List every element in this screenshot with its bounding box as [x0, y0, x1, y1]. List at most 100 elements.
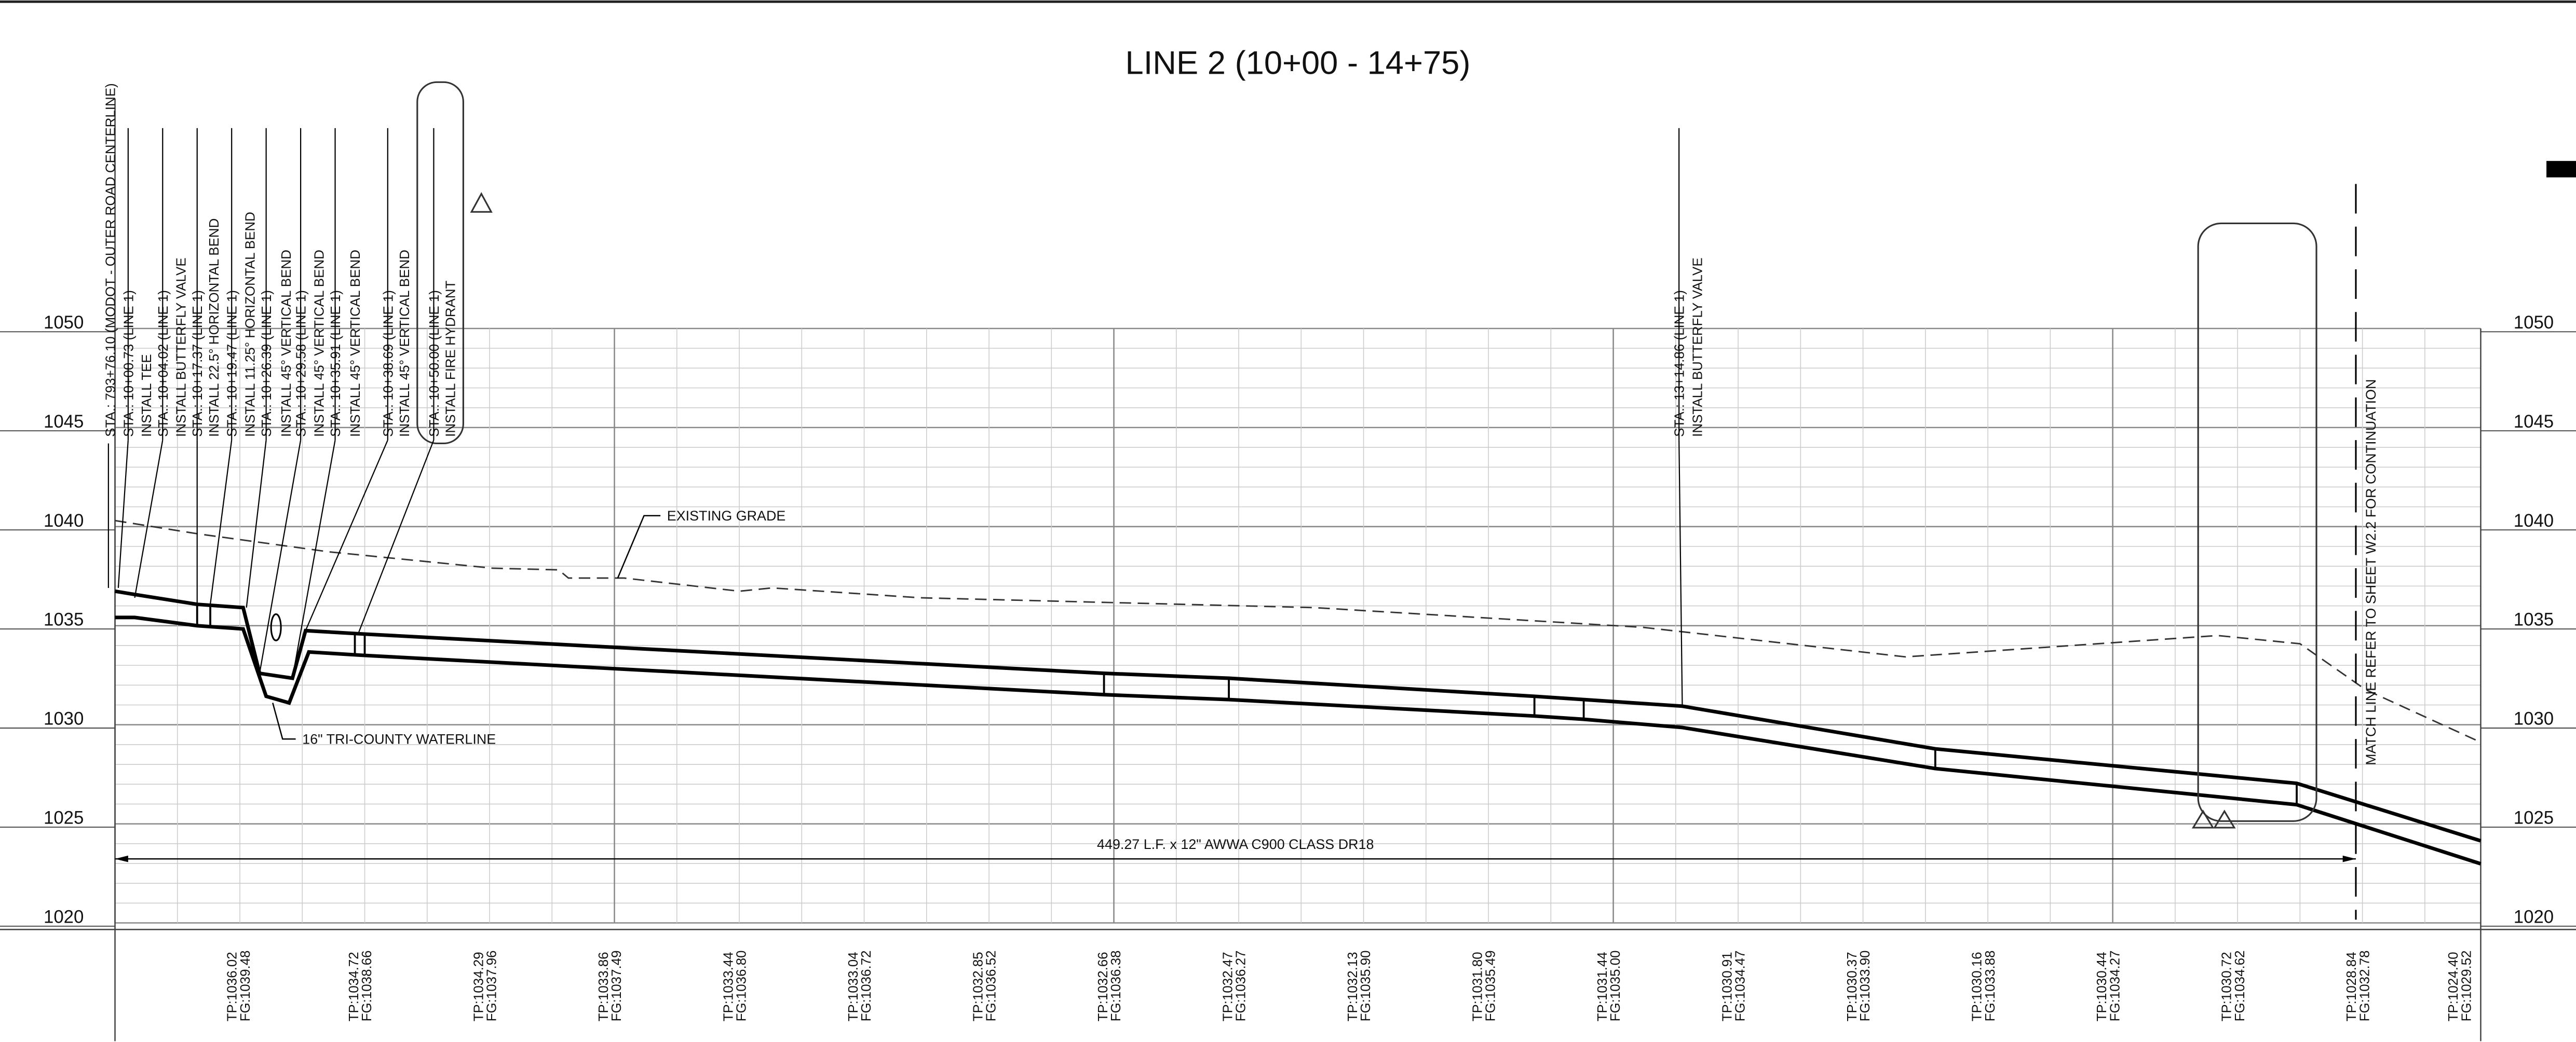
- revision-cloud: [416, 81, 464, 445]
- station-callout: STA.: 10+38.69 (LINE 1): [381, 290, 396, 437]
- revision-triangle: [2213, 810, 2236, 829]
- finished-grade-label: FG:1037.49: [609, 950, 624, 1021]
- top-of-pipe-label: TP:1036.02: [225, 952, 240, 1021]
- leader: [292, 440, 336, 679]
- top-of-pipe-label: TP:1034.72: [347, 952, 361, 1021]
- leader: [357, 440, 435, 634]
- top-of-pipe-label: TP:1032.85: [971, 952, 985, 1021]
- valve-symbol: [270, 613, 282, 641]
- station-callout: STA.: 10+29.58 (LINE 1): [294, 290, 309, 437]
- station-callout: INSTALL 45° VERTICAL BEND: [398, 250, 412, 437]
- finished-grade-label: FG:1035.90: [1359, 950, 1373, 1021]
- station-callout: STA.: 10+50.00 (LINE 1): [427, 290, 442, 437]
- arrow: [2342, 855, 2356, 862]
- station-callout: STA.: 10+26.39 (LINE 1): [260, 290, 274, 437]
- top-of-pipe-label: TP:1030.37: [1845, 952, 1860, 1021]
- station-callout: INSTALL 45° VERTICAL BEND: [312, 250, 327, 437]
- finished-grade-label: FG:1029.52: [2459, 950, 2474, 1021]
- top-of-pipe-label: TP:1028.84: [2344, 952, 2359, 1021]
- elevation-label: 1050: [2514, 312, 2554, 333]
- revision-triangle: [470, 192, 493, 213]
- elevation-label: 1035: [2514, 610, 2554, 630]
- elevation-label: 1025: [2514, 808, 2554, 828]
- station-callout: STA.: 10+04.02 (LINE 1): [156, 290, 171, 437]
- finished-grade-label: FG:1032.78: [2357, 950, 2372, 1021]
- finished-grade-label: FG:1038.66: [360, 950, 374, 1021]
- elevation-label: 1020: [2514, 907, 2554, 927]
- station-callout: INSTALL 22.5° HORIZONTAL BEND: [207, 218, 222, 437]
- top-of-pipe-label: TP:1033.86: [596, 952, 611, 1021]
- finished-grade-label: FG:1035.00: [1608, 950, 1623, 1021]
- existing-grade-label: EXISTING GRADE: [667, 508, 785, 524]
- finished-grade-label: FG:1033.88: [1983, 950, 1998, 1021]
- finished-grade-label: FG:1039.48: [238, 950, 253, 1021]
- revision-triangle: [2191, 810, 2215, 829]
- labels: 1050 1050 1045 1045 1040 1040 1035 1035 1030 1030…: [0, 83, 2576, 1021]
- elevation-label: 1030: [2514, 709, 2554, 729]
- top-of-pipe-label: TP:1033.44: [721, 952, 736, 1021]
- elevation-label: 1030: [44, 709, 84, 729]
- top-of-pipe-label: TP:1032.13: [1346, 952, 1360, 1021]
- leader: [134, 440, 164, 598]
- top-of-pipe-label: TP:1034.29: [471, 952, 486, 1021]
- existing-grade-line: [115, 519, 2482, 743]
- leader: [617, 515, 661, 579]
- station-callout: INSTALL 45° VERTICAL BEND: [279, 250, 294, 437]
- station-callout: INSTALL BUTTERFLY VALVE: [174, 257, 189, 436]
- station-callout: STA.: 10+17.37 (LINE 1): [191, 290, 205, 437]
- station-callout: INSTALL 11.25° HORIZONTAL BEND: [243, 212, 258, 437]
- station-callout: INSTALL BUTTERFLY VALVE: [1690, 257, 1705, 436]
- revision-cloud: [2197, 222, 2317, 822]
- station-callout: STA.: 13+14.86 (LINE 1): [1673, 290, 1687, 437]
- finished-grade-label: FG:1034.62: [2233, 950, 2247, 1021]
- finished-grade-label: FG:1036.38: [1109, 950, 1123, 1021]
- scale-bar: [2546, 161, 2576, 177]
- waterline-label: 16" TRI-COUNTY WATERLINE: [302, 732, 496, 747]
- leader: [259, 440, 302, 674]
- top-of-pipe-label: TP:1031.44: [1595, 952, 1610, 1021]
- top-of-pipe-label: TP:1032.47: [1221, 952, 1235, 1021]
- station-callout: STA.: 10+35.91 (LINE 1): [329, 290, 343, 437]
- elevation-label: 1050: [44, 312, 84, 333]
- station-callout: STA.: 10+00.73 (LINE 1): [121, 290, 136, 437]
- pipe-length-label: 449.27 L.F. x 12" AWWA C900 CLASS DR18: [1097, 837, 1374, 852]
- top-of-pipe-label: TP:1024.40: [2446, 952, 2461, 1021]
- station-callout: INSTALL TEE: [140, 354, 154, 437]
- finished-grade-label: FG:1035.49: [1484, 950, 1498, 1021]
- leader: [1678, 440, 1683, 706]
- pipe-bottom: [115, 615, 2482, 866]
- elevation-label: 1035: [44, 610, 84, 630]
- elevation-label: 1025: [44, 808, 84, 828]
- finished-grade-label: FG:1037.96: [485, 950, 499, 1021]
- finished-grade-label: FG:1036.72: [859, 950, 874, 1021]
- finished-grade-label: FG:1033.90: [1858, 950, 1873, 1021]
- elevation-label: 1040: [44, 511, 84, 531]
- finished-grade-label: FG:1034.47: [1733, 950, 1748, 1021]
- leader: [117, 440, 129, 588]
- finished-grade-label: FG:1036.80: [735, 950, 749, 1021]
- top-of-pipe-label: TP:1030.91: [1720, 952, 1734, 1021]
- leader: [246, 440, 267, 608]
- pipe-joints: [196, 604, 2298, 805]
- station-callout: INSTALL 45° VERTICAL BEND: [348, 250, 363, 437]
- elevation-label: 1045: [44, 412, 84, 432]
- match-line-label: MATCH LINE REFER TO SHEET W2.2 FOR CONTI…: [2363, 379, 2379, 765]
- station-callout: STA.: 10+19.47 (LINE 1): [225, 290, 240, 437]
- top-of-pipe-label: TP:1033.04: [846, 952, 861, 1021]
- finished-grade-label: FG:1036.27: [1234, 950, 1249, 1021]
- station-callout: STA.: 793+76.10 (MODOT - OUTER ROAD CENT…: [104, 83, 118, 437]
- leader: [305, 440, 388, 631]
- pipe-top: [114, 589, 2482, 843]
- title: LINE 2 (10+00 - 14+75): [1126, 45, 1471, 81]
- leader: [272, 703, 296, 740]
- top-of-pipe-label: TP:1030.72: [2219, 952, 2234, 1021]
- top-of-pipe-label: TP:1032.66: [1096, 952, 1110, 1021]
- top-of-pipe-label: TP:1030.44: [2095, 952, 2109, 1021]
- elevation-label: 1045: [2514, 412, 2554, 432]
- station-callout: INSTALL FIRE HYDRANT: [444, 280, 458, 436]
- top-of-pipe-label: TP:1031.80: [1470, 952, 1485, 1021]
- arrow: [115, 855, 128, 862]
